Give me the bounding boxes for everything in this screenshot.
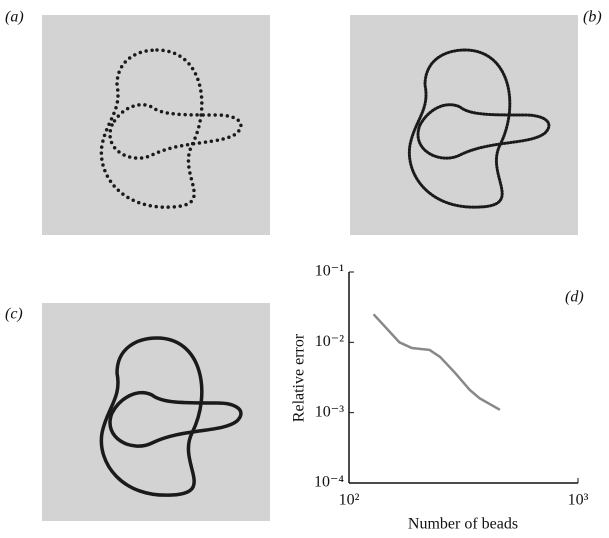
data-line: [372, 313, 501, 411]
y-tick-label: 10⁻²: [315, 333, 344, 350]
y-axis-label: Relative error: [291, 333, 308, 422]
x-tick-label: 10²: [339, 492, 360, 509]
panel-label: (a): [5, 9, 24, 26]
y-tick-label: 10⁻¹: [315, 263, 344, 280]
panel-label: (b): [583, 9, 602, 26]
image-background: [350, 15, 578, 235]
y-tick-label: 10⁻³: [315, 403, 344, 420]
panel-c-image: [42, 303, 270, 521]
panel-label: (c): [5, 306, 23, 323]
panel-a-image: [42, 15, 270, 235]
x-axis-label: Number of beads: [408, 516, 518, 533]
image-background: [42, 15, 270, 235]
image-background: [42, 303, 270, 521]
panel-label: (d): [565, 289, 584, 306]
x-tick-label: 10³: [568, 492, 589, 509]
panel-b-image: [350, 15, 578, 235]
y-tick-label: 10⁻⁴: [314, 474, 344, 491]
